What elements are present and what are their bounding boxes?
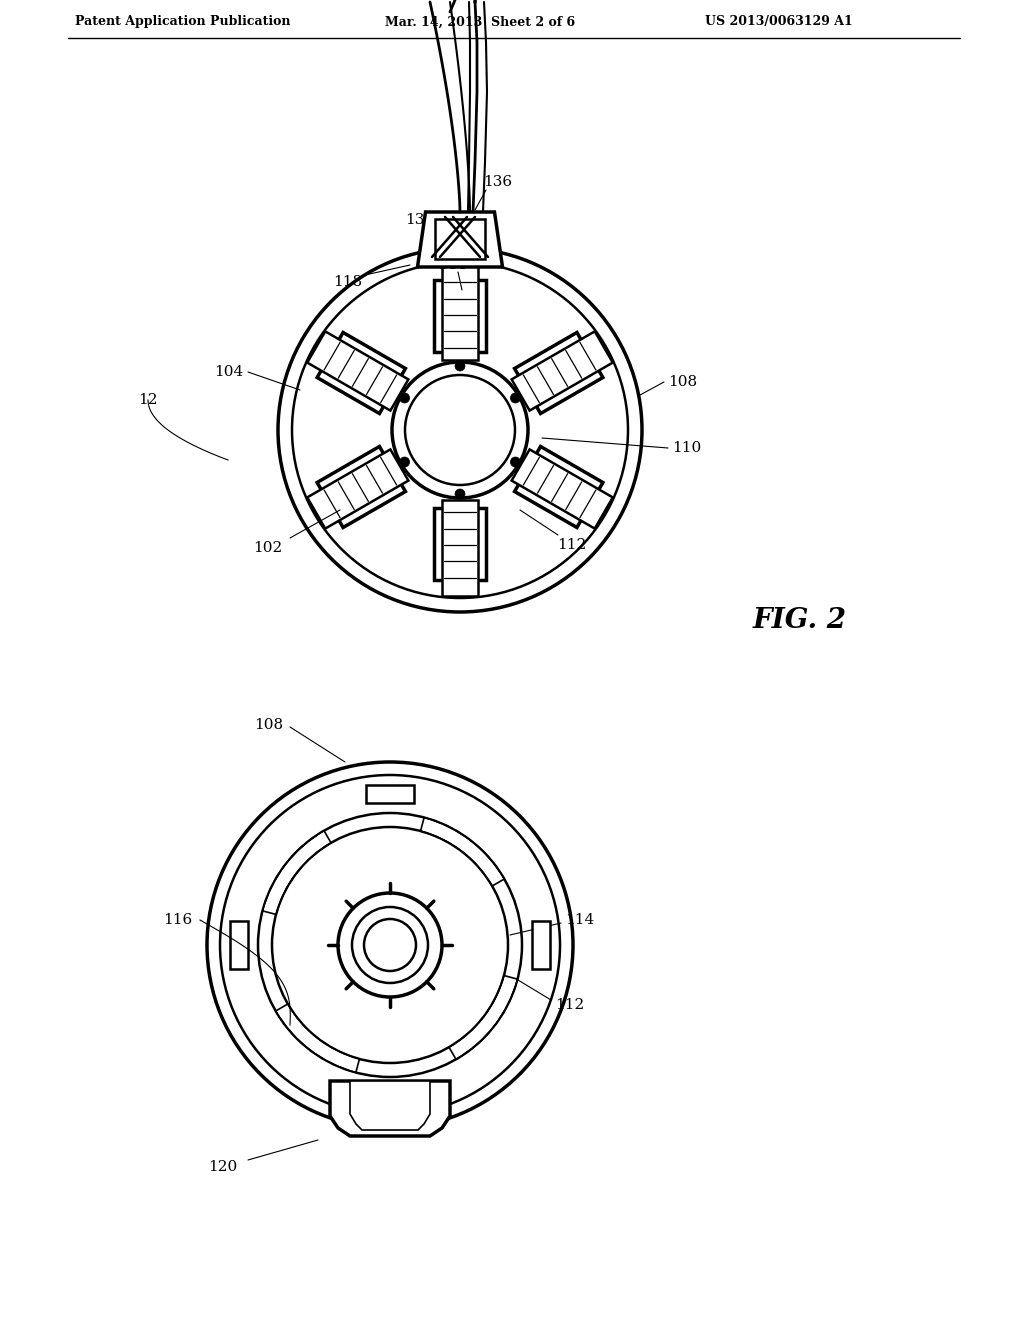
Circle shape xyxy=(399,393,410,403)
Circle shape xyxy=(455,360,465,371)
Bar xyxy=(366,785,414,803)
Wedge shape xyxy=(276,1005,359,1072)
Text: 12: 12 xyxy=(138,393,158,407)
Polygon shape xyxy=(434,280,486,352)
Polygon shape xyxy=(442,264,478,360)
Polygon shape xyxy=(434,508,486,579)
Wedge shape xyxy=(450,975,516,1059)
Text: 138: 138 xyxy=(406,213,434,227)
Text: 120: 120 xyxy=(208,1160,238,1173)
Bar xyxy=(435,219,485,259)
Polygon shape xyxy=(514,333,603,413)
Wedge shape xyxy=(263,832,331,915)
Polygon shape xyxy=(442,500,478,597)
Text: 112: 112 xyxy=(555,998,585,1012)
Wedge shape xyxy=(421,818,504,886)
Polygon shape xyxy=(418,213,503,267)
Polygon shape xyxy=(512,449,612,528)
Text: FIG. 2: FIG. 2 xyxy=(753,606,847,634)
Text: Patent Application Publication: Patent Application Publication xyxy=(75,16,291,29)
Text: 102: 102 xyxy=(253,541,283,554)
Bar xyxy=(230,921,248,969)
Polygon shape xyxy=(350,1081,430,1130)
Circle shape xyxy=(510,393,520,403)
Text: 108: 108 xyxy=(668,375,697,389)
Polygon shape xyxy=(512,331,612,411)
Text: 144: 144 xyxy=(437,257,467,272)
Text: 118: 118 xyxy=(334,275,362,289)
Polygon shape xyxy=(317,333,406,413)
Polygon shape xyxy=(317,446,406,528)
Text: Mar. 14, 2013  Sheet 2 of 6: Mar. 14, 2013 Sheet 2 of 6 xyxy=(385,16,575,29)
Circle shape xyxy=(455,488,465,499)
Text: 116: 116 xyxy=(163,913,193,927)
Polygon shape xyxy=(307,331,409,411)
Text: 108: 108 xyxy=(254,718,283,733)
Text: 114: 114 xyxy=(565,913,594,927)
Bar xyxy=(532,921,550,969)
Circle shape xyxy=(399,457,410,467)
Circle shape xyxy=(510,457,520,467)
Polygon shape xyxy=(330,1081,450,1137)
Text: 112: 112 xyxy=(557,539,587,552)
Text: 104: 104 xyxy=(214,366,243,379)
Polygon shape xyxy=(307,449,409,528)
Polygon shape xyxy=(514,446,603,528)
Bar xyxy=(366,1086,414,1105)
Text: US 2013/0063129 A1: US 2013/0063129 A1 xyxy=(705,16,853,29)
Text: 136: 136 xyxy=(483,176,513,189)
Text: 110: 110 xyxy=(672,441,701,455)
